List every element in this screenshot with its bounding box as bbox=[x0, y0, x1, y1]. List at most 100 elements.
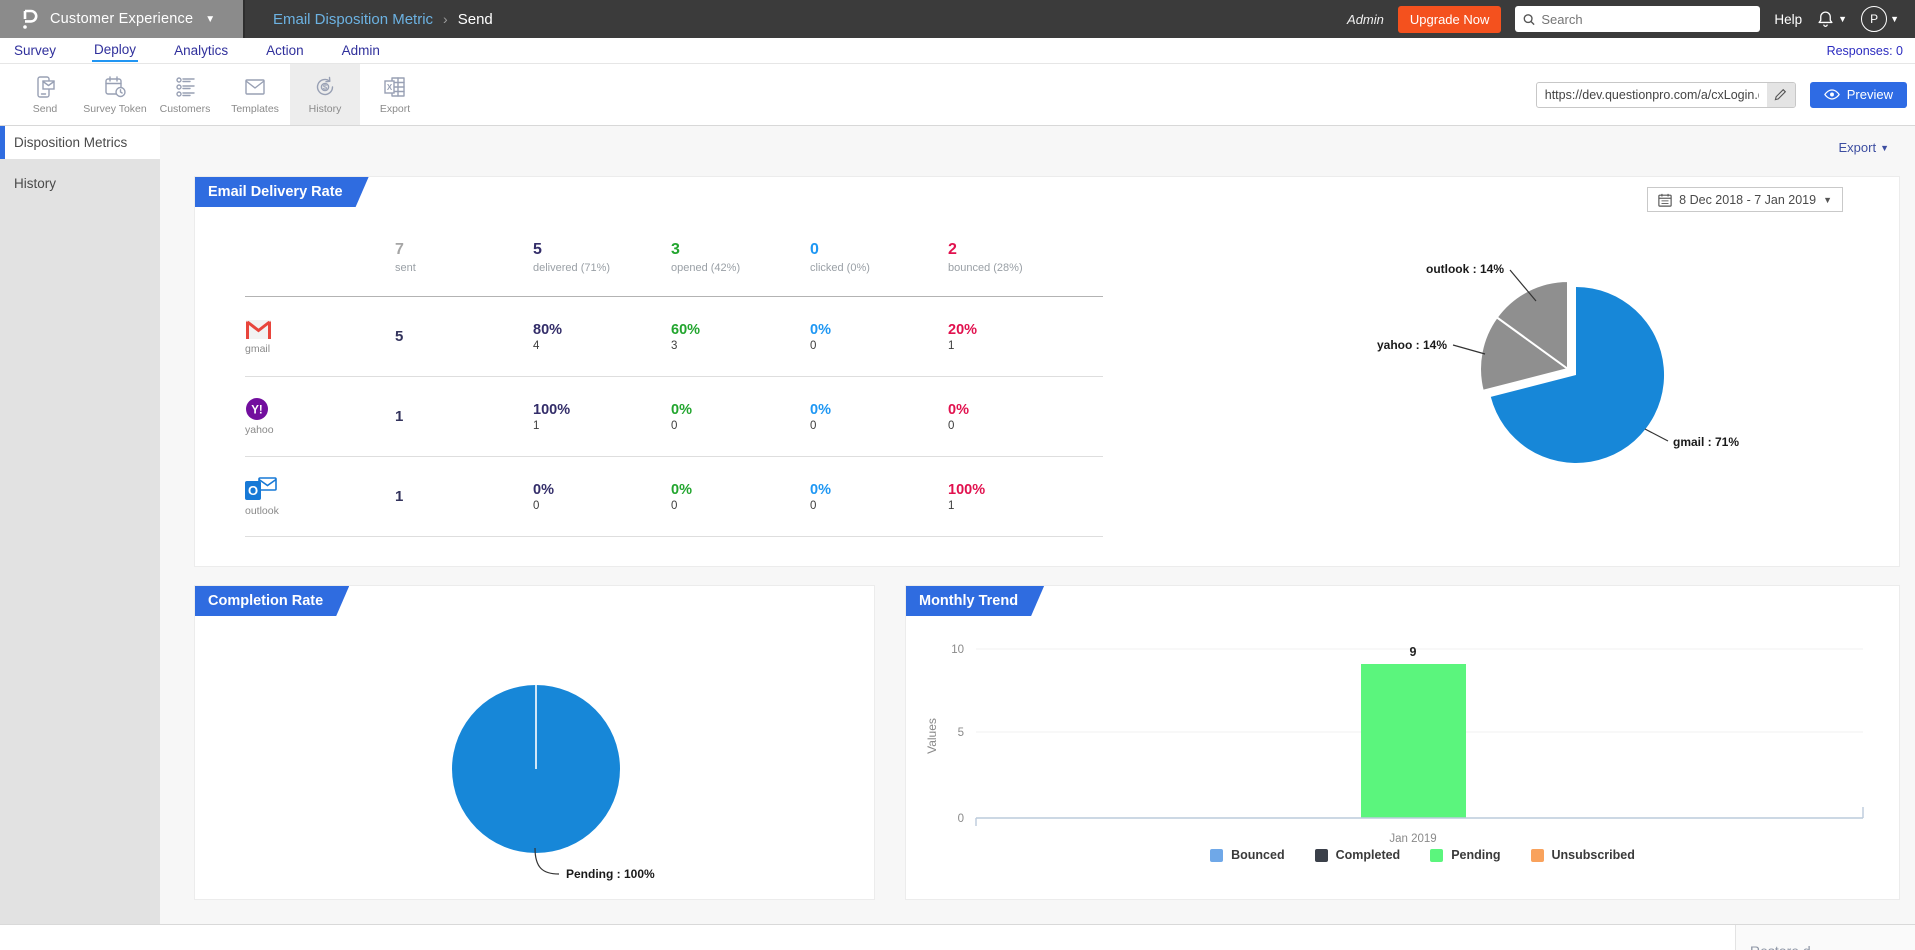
bounced-cell: 0% 0 bbox=[948, 401, 969, 432]
opened-cell: 0% 0 bbox=[671, 401, 692, 432]
tool-customers-button[interactable]: Customers bbox=[150, 64, 220, 125]
nav-admin[interactable]: Admin bbox=[341, 43, 380, 58]
nav-analytics[interactable]: Analytics bbox=[174, 43, 229, 58]
header-opened: 3 opened (42%) bbox=[671, 241, 741, 274]
tool-label: Customers bbox=[159, 102, 211, 115]
y-tick-10: 10 bbox=[951, 644, 964, 656]
footer-bar: Restore d bbox=[0, 924, 1915, 950]
opened-cell: 60% 3 bbox=[671, 321, 701, 352]
footer-partial-panel[interactable]: Restore d bbox=[1735, 925, 1915, 950]
date-range-picker[interactable]: 8 Dec 2018 - 7 Jan 2019 ▼ bbox=[1647, 187, 1843, 212]
svg-text:X: X bbox=[387, 83, 393, 92]
main-content: Export ▼ Email Delivery Rate 8 Dec 2018 … bbox=[160, 126, 1915, 924]
leader-line bbox=[534, 847, 560, 875]
legend-label: Bounced bbox=[1231, 848, 1285, 862]
card-title-ribbon: Monthly Trend bbox=[906, 586, 1044, 616]
provider-name: gmail bbox=[245, 342, 271, 355]
help-link[interactable]: Help bbox=[1774, 11, 1803, 27]
edit-url-button[interactable] bbox=[1766, 82, 1795, 107]
tool-label: Export bbox=[379, 102, 411, 115]
account-menu[interactable]: P ▼ bbox=[1861, 6, 1899, 32]
nav-deploy[interactable]: Deploy bbox=[92, 39, 139, 62]
export-excel-icon: X bbox=[384, 76, 405, 97]
header-clicked: 0 clicked (0%) bbox=[810, 241, 870, 274]
chevron-down-icon: ▼ bbox=[1890, 14, 1899, 24]
preview-label: Preview bbox=[1846, 87, 1893, 102]
card-title-ribbon: Email Delivery Rate bbox=[195, 177, 369, 207]
tool-send-button[interactable]: Send bbox=[10, 64, 80, 125]
sent-cell: 1 bbox=[395, 487, 404, 505]
breadcrumb-separator: › bbox=[443, 11, 448, 27]
svg-text:$: $ bbox=[323, 82, 328, 91]
pie-slice-gmail[interactable] bbox=[1490, 287, 1665, 463]
history-icon: $ bbox=[316, 76, 334, 95]
survey-token-calendar-icon bbox=[105, 75, 126, 97]
delivery-table: 7 sent 5 delivered (71%) 3 opened (42%) 0 cl… bbox=[245, 235, 1103, 537]
opened-cell: 0% 0 bbox=[671, 481, 692, 512]
legend-item-completed[interactable]: Completed bbox=[1314, 848, 1401, 862]
provider-cell: Y! yahoo bbox=[245, 397, 395, 436]
pencil-icon bbox=[1774, 88, 1787, 101]
calendar-icon bbox=[1658, 193, 1672, 207]
legend-item-bounced[interactable]: Bounced bbox=[1210, 848, 1285, 862]
product-switcher[interactable]: Customer Experience ▼ bbox=[0, 0, 245, 38]
header-bounced: 2 bounced (28%) bbox=[948, 241, 1023, 274]
breadcrumb-survey-name[interactable]: Email Disposition Metric bbox=[273, 10, 434, 28]
responses-count[interactable]: Responses: 0 bbox=[1826, 43, 1903, 58]
provider-cell: gmail bbox=[245, 319, 395, 355]
main-nav: Survey Deploy Analytics Action Admin Res… bbox=[0, 38, 1915, 64]
customers-list-icon bbox=[176, 76, 195, 97]
legend-item-unsubscribed[interactable]: Unsubscribed bbox=[1530, 848, 1635, 862]
svg-text:Y!: Y! bbox=[251, 405, 263, 417]
survey-url-box bbox=[1535, 81, 1796, 108]
legend-label: Pending bbox=[1451, 848, 1501, 862]
top-bar: Customer Experience ▼ Email Disposition … bbox=[0, 0, 1915, 38]
yahoo-icon: Y! bbox=[246, 398, 268, 420]
legend-label: Unsubscribed bbox=[1551, 848, 1635, 862]
tool-label: History bbox=[308, 102, 342, 115]
legend-item-pending[interactable]: Pending bbox=[1430, 848, 1501, 862]
provider-name: outlook bbox=[245, 505, 279, 517]
nav-survey[interactable]: Survey bbox=[14, 43, 57, 58]
bar-pending-jan-2019[interactable] bbox=[1361, 664, 1466, 818]
tool-survey-token-button[interactable]: Survey Token bbox=[80, 64, 150, 125]
legend-swatch-unsubscribed bbox=[1530, 848, 1544, 862]
monthly-trend-bar-chart: 10 5 0 Values 9 Jan 2019 bbox=[925, 644, 1864, 845]
leader-line bbox=[1644, 428, 1669, 442]
export-label: Export bbox=[1838, 140, 1877, 155]
survey-url-input[interactable] bbox=[1536, 87, 1767, 102]
tool-history-button[interactable]: $ History bbox=[290, 64, 360, 125]
breadcrumb-current: Send bbox=[457, 10, 493, 28]
eye-icon bbox=[1823, 89, 1840, 100]
preview-button[interactable]: Preview bbox=[1809, 81, 1907, 108]
nav-action[interactable]: Action bbox=[266, 43, 304, 58]
date-range-value: 8 Dec 2018 - 7 Jan 2019 bbox=[1679, 192, 1817, 207]
sidebar-item-disposition-metrics[interactable]: Disposition Metrics bbox=[0, 126, 160, 159]
upgrade-now-button[interactable]: Upgrade Now bbox=[1397, 5, 1502, 33]
sidebar-item-history[interactable]: History bbox=[14, 176, 57, 191]
svg-text:O: O bbox=[248, 483, 258, 498]
admin-link[interactable]: Admin bbox=[1347, 11, 1384, 27]
delivered-cell: 100% 1 bbox=[533, 401, 571, 432]
pie-label-gmail: gmail : 71% bbox=[1673, 435, 1739, 449]
search-input[interactable] bbox=[1541, 11, 1753, 27]
notifications-menu[interactable]: ▼ bbox=[1816, 9, 1847, 29]
pie-label-outlook: outlook : 14% bbox=[1426, 262, 1504, 276]
tool-templates-button[interactable]: Templates bbox=[220, 64, 290, 125]
table-row-yahoo: Y! yahoo 1 100% 1 0% 0 0% 0 0% 0 bbox=[245, 377, 1103, 457]
legend-label: Completed bbox=[1335, 848, 1401, 862]
clicked-cell: 0% 0 bbox=[810, 481, 831, 512]
search-box[interactable] bbox=[1515, 6, 1761, 32]
export-dropdown[interactable]: Export ▼ bbox=[1839, 140, 1890, 155]
tool-export-button[interactable]: X Export bbox=[360, 64, 430, 125]
toolbar-right: Preview bbox=[1535, 64, 1915, 125]
header-sent: 7 sent bbox=[395, 241, 416, 274]
sent-cell: 5 bbox=[395, 327, 404, 345]
monthly-trend-card: Monthly Trend 10 5 0 Values 9 Jan 2019 B… bbox=[905, 585, 1900, 900]
provider-share-pie-chart: outlook : 14% yahoo : 14% gmail : 71% bbox=[1377, 262, 1739, 463]
bar-value-label: 9 bbox=[1410, 645, 1417, 659]
deploy-toolbar: Send Survey Token Customers bbox=[0, 64, 1915, 126]
product-name: Customer Experience bbox=[50, 11, 194, 27]
delivered-cell: 80% 4 bbox=[533, 321, 563, 352]
